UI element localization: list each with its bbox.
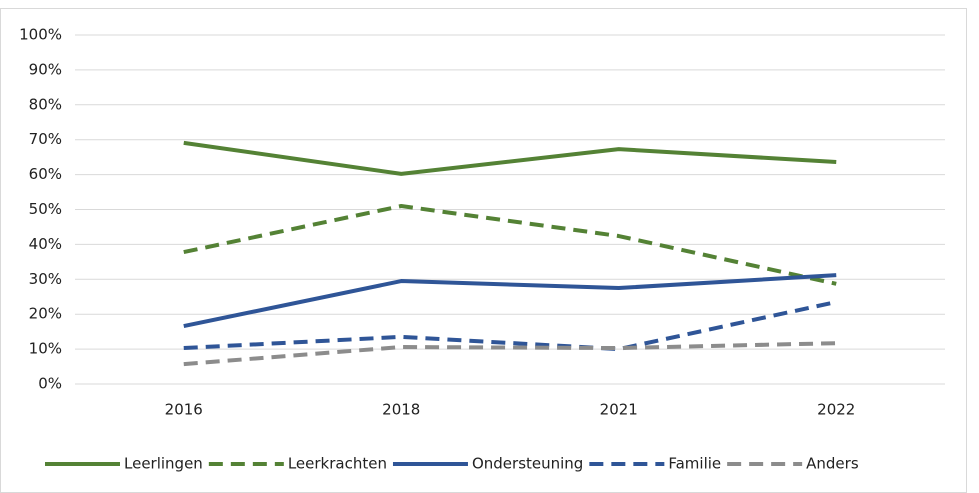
x-tick-label: 2022 bbox=[817, 401, 855, 419]
y-tick-label: 90% bbox=[29, 60, 62, 78]
series-line bbox=[183, 204, 837, 286]
y-tick-label: 60% bbox=[29, 165, 62, 183]
legend-label: Familie bbox=[668, 455, 721, 473]
chart-border bbox=[0, 8, 967, 493]
x-tick-label: 2018 bbox=[382, 401, 420, 419]
series-line bbox=[183, 273, 837, 329]
y-tick-label: 0% bbox=[38, 375, 62, 393]
y-tick-label: 50% bbox=[29, 200, 62, 218]
y-tick-label: 100% bbox=[19, 26, 62, 44]
y-tick-label: 80% bbox=[29, 95, 62, 113]
y-tick-label: 20% bbox=[29, 305, 62, 323]
y-tick-label: 40% bbox=[29, 235, 62, 253]
x-tick-label: 2021 bbox=[600, 401, 638, 419]
series-line bbox=[183, 140, 837, 176]
legend-label: Anders bbox=[806, 455, 859, 473]
y-tick-label: 30% bbox=[29, 270, 62, 288]
legend-label: Ondersteuning bbox=[472, 455, 583, 473]
legend-label: Leerlingen bbox=[124, 455, 203, 473]
y-tick-label: 70% bbox=[29, 130, 62, 148]
legend-label: Leerkrachten bbox=[288, 455, 387, 473]
y-tick-label: 10% bbox=[29, 340, 62, 358]
x-tick-label: 2016 bbox=[165, 401, 203, 419]
